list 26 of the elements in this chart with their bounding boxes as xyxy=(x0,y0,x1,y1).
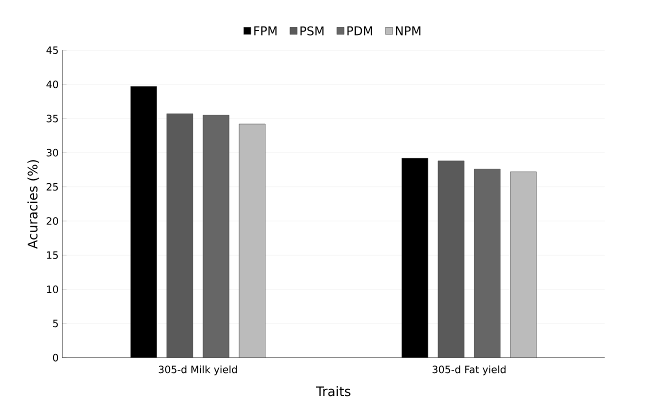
y-tick-label: 30 xyxy=(46,148,58,157)
bar xyxy=(438,160,464,358)
legend-label: PDM xyxy=(347,26,372,36)
y-tick-label: 35 xyxy=(46,114,58,122)
bar xyxy=(474,168,501,358)
x-axis-title: Traits xyxy=(316,386,350,396)
y-tick-label: 15 xyxy=(47,251,58,259)
bar xyxy=(130,86,157,358)
legend-label: PSM xyxy=(300,26,324,36)
bar xyxy=(238,124,266,358)
x-tick-label: 305-d Milk yield xyxy=(158,366,237,376)
bar xyxy=(166,114,194,358)
legend-label: FPM xyxy=(254,26,277,36)
y-tick-label: 25 xyxy=(46,183,58,191)
y-tick-label: 0 xyxy=(53,354,58,362)
y-tick-label: 5 xyxy=(53,320,58,328)
bar xyxy=(510,172,537,358)
bar xyxy=(202,114,230,358)
y-axis-title: Acuracies (%) xyxy=(27,160,40,249)
bar xyxy=(402,158,428,358)
y-tick-label: 10 xyxy=(47,286,58,294)
legend-label: NPM xyxy=(396,26,420,36)
y-tick-label: 45 xyxy=(46,46,58,54)
x-tick-label: 305-d Fat yield xyxy=(432,366,506,376)
y-tick-label: 20 xyxy=(46,217,58,225)
y-tick-label: 40 xyxy=(46,80,58,88)
